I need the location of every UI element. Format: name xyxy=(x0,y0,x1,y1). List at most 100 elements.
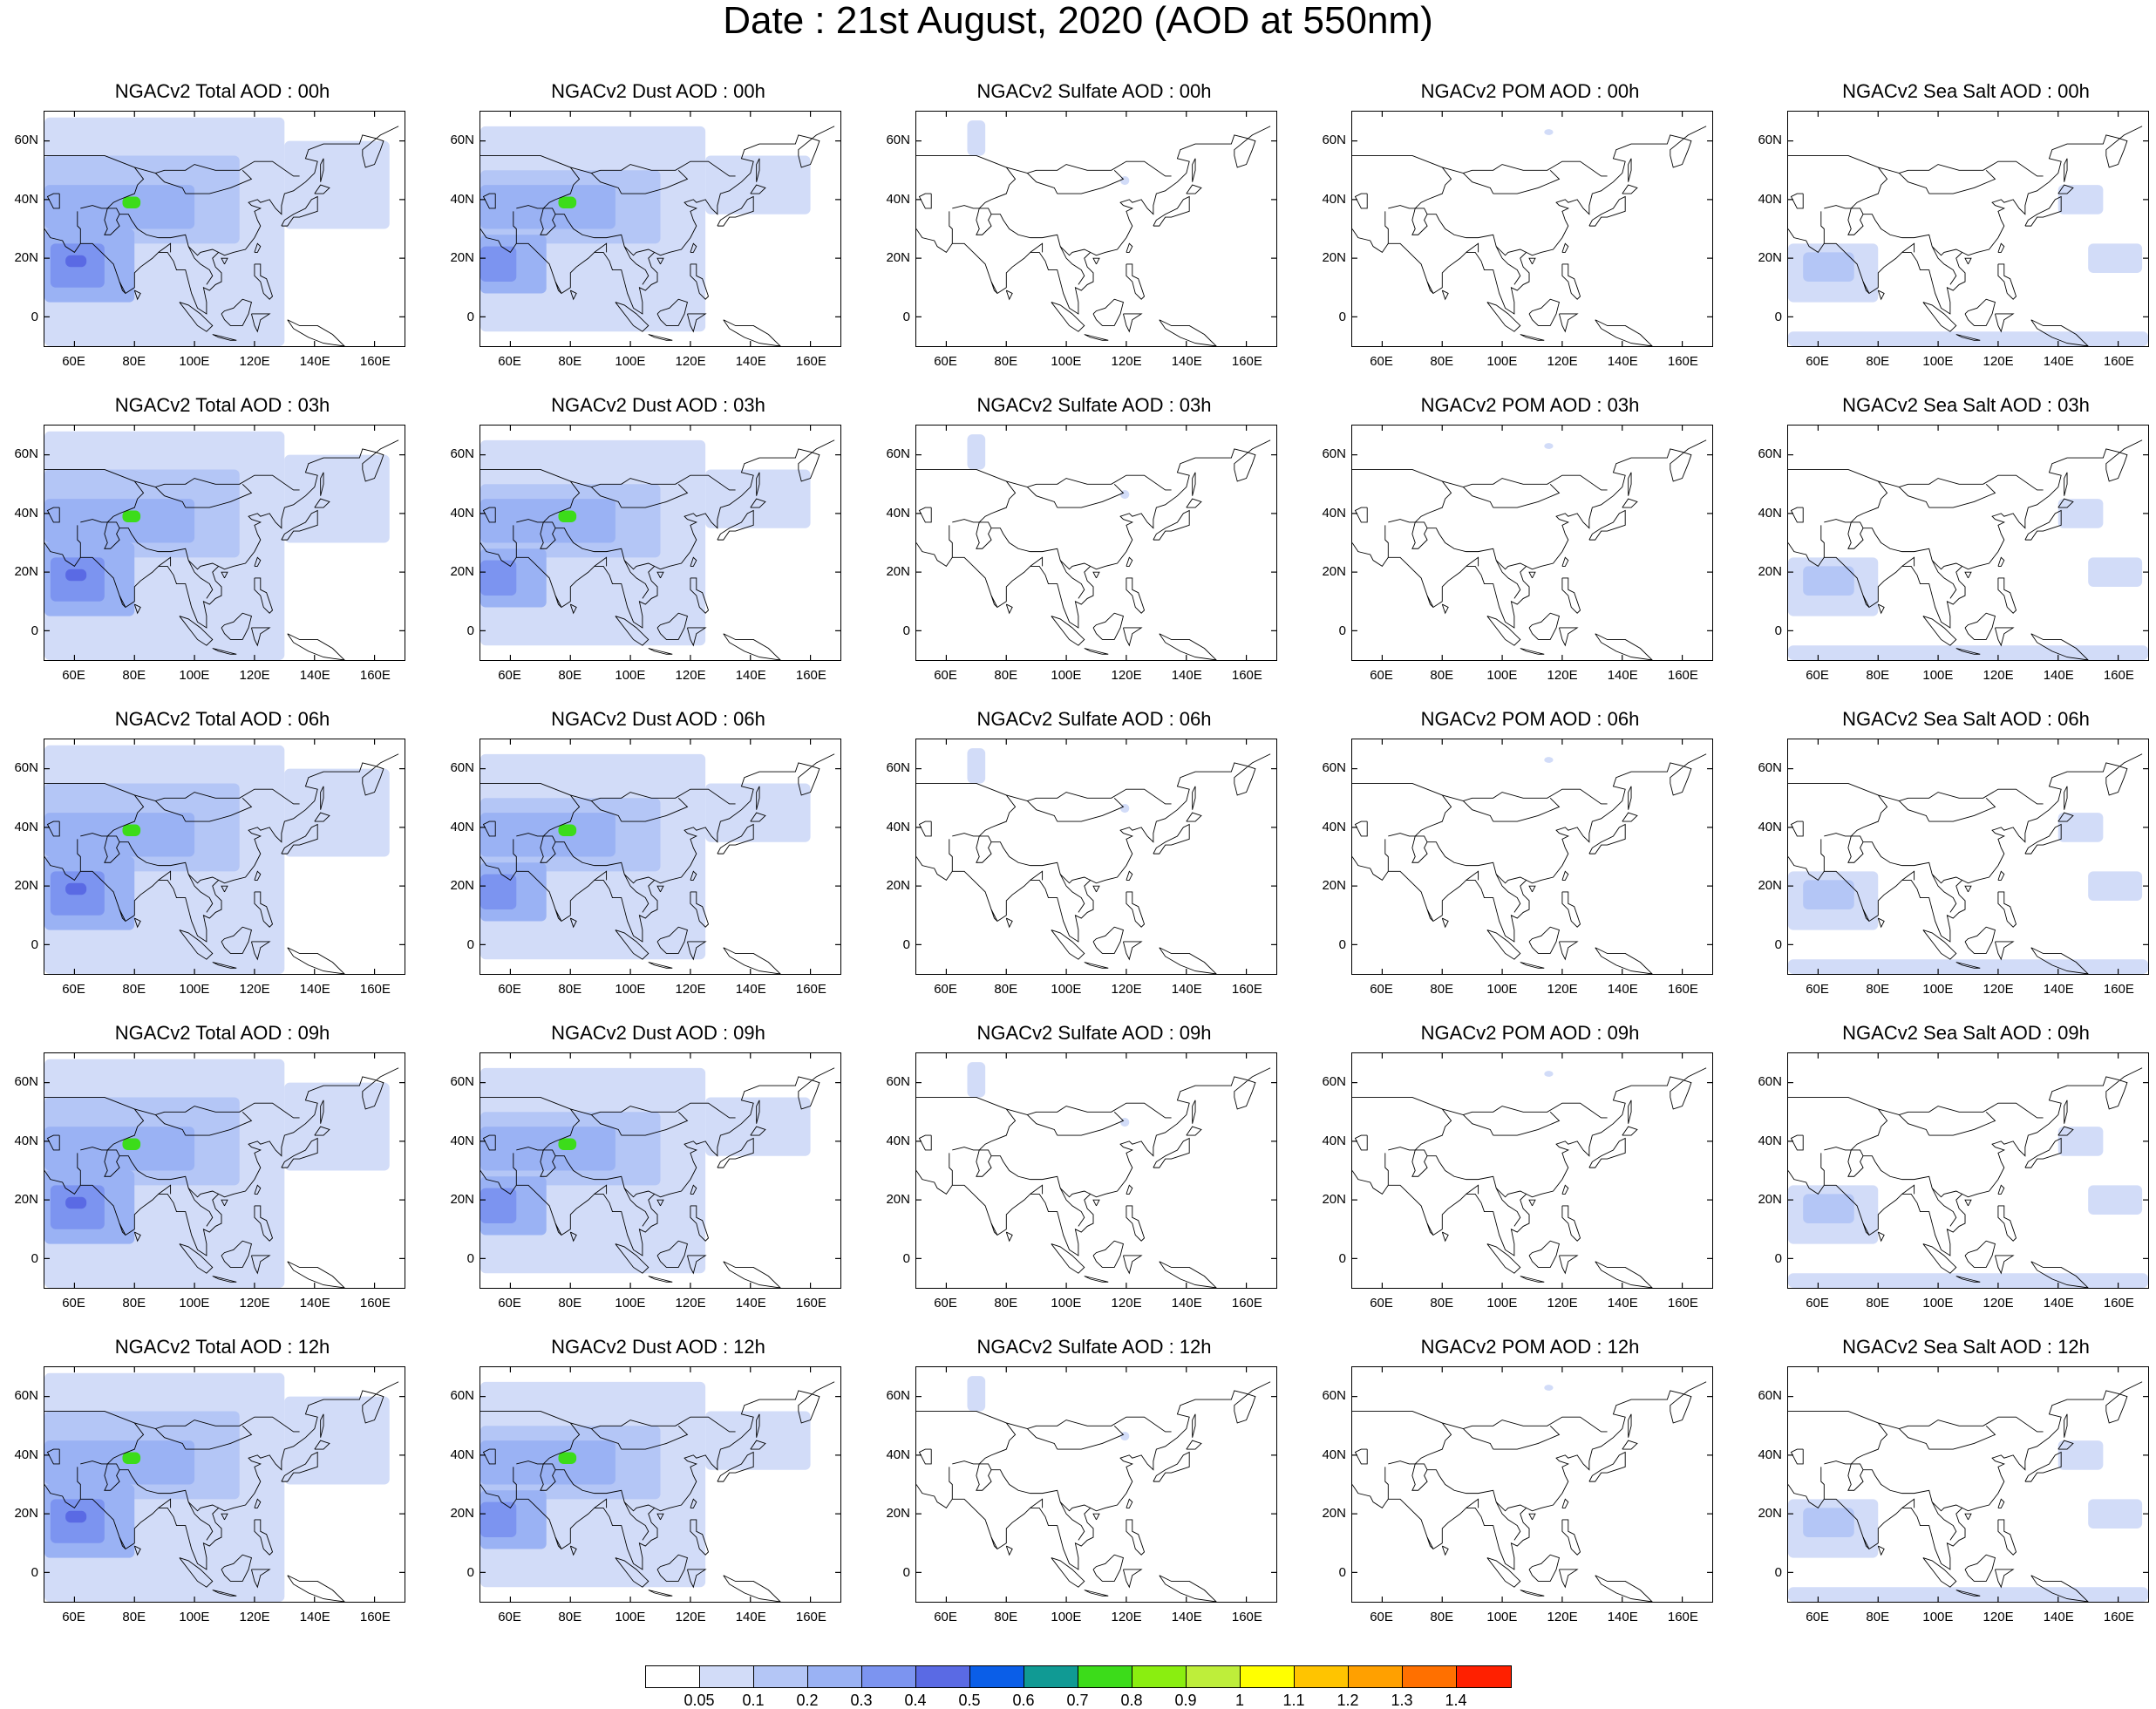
coastline xyxy=(756,158,760,182)
coastline xyxy=(978,480,1091,570)
aod-region xyxy=(284,140,390,229)
coastline xyxy=(1092,298,1124,326)
map-panel: NGACv2 Dust AOD : 12h 60N 40N 20N 0 60E 80E 100… xyxy=(436,1334,872,1624)
coastline xyxy=(1493,1111,1561,1136)
coastline xyxy=(554,1536,562,1549)
coastline xyxy=(978,1422,1091,1512)
coastline xyxy=(44,1096,300,1119)
lon-label: 120E xyxy=(1547,982,1578,997)
coastline xyxy=(158,242,172,253)
coastline xyxy=(591,487,622,508)
coastline xyxy=(690,242,697,253)
coastline xyxy=(133,1231,141,1243)
coastline xyxy=(287,633,345,660)
coastline xyxy=(1084,1276,1109,1283)
coastline xyxy=(1441,1545,1449,1556)
coastline xyxy=(1388,1460,1416,1465)
coastline xyxy=(133,289,141,301)
coastline xyxy=(1622,498,1638,508)
coastline xyxy=(1466,242,1479,253)
map-panel: NGACv2 Dust AOD : 00h 60N 40N 20N 0 60E 80E 100… xyxy=(436,78,872,369)
aod-region xyxy=(967,120,986,156)
coastline xyxy=(480,468,736,491)
lat-label: 0 xyxy=(1774,310,1782,325)
coastline xyxy=(1153,823,1190,854)
coastline xyxy=(119,909,126,922)
coastline xyxy=(1820,1153,1825,1186)
coastline xyxy=(1084,1590,1109,1597)
lat-label: 0 xyxy=(466,1565,474,1581)
panel-title: NGACv2 Dust AOD : 03h xyxy=(551,394,765,416)
map-panel: NGACv2 Sea Salt AOD : 09h 60N 40N 20N 0 60E 80… xyxy=(1744,1020,2156,1311)
panel-title: NGACv2 POM AOD : 03h xyxy=(1420,394,1640,416)
map-area xyxy=(915,111,1277,347)
coastline xyxy=(155,487,187,508)
coastline xyxy=(1561,263,1581,300)
coastline xyxy=(591,173,622,194)
coastline xyxy=(615,302,650,332)
colorbar-swatch xyxy=(807,1665,863,1688)
coastline xyxy=(648,1590,673,1597)
coastline xyxy=(1426,1536,1434,1549)
coastline xyxy=(1186,184,1202,194)
lat-label: 20N xyxy=(1758,250,1782,266)
coastline xyxy=(1352,753,1707,943)
lat-label: 20N xyxy=(450,878,474,894)
coastline xyxy=(690,891,710,928)
aod-map xyxy=(480,1053,840,1288)
lat-label: 0 xyxy=(31,1251,38,1267)
lon-label: 120E xyxy=(1983,354,2014,369)
lon-label: 120E xyxy=(239,982,270,997)
lon-label: 60E xyxy=(1370,668,1393,683)
panel-title: NGACv2 Total AOD : 00h xyxy=(114,80,330,102)
aod-map xyxy=(1352,426,1712,660)
map-area xyxy=(915,1366,1277,1603)
lat-label: 40N xyxy=(450,819,474,834)
coastline xyxy=(1411,521,1428,549)
lon-label: 140E xyxy=(1171,1296,1202,1311)
colorbar-label: 1.4 xyxy=(1445,1692,1467,1709)
lon-label: 120E xyxy=(675,1296,706,1311)
lon-label: 60E xyxy=(62,668,85,683)
lon-label: 80E xyxy=(122,1610,146,1624)
lon-label: 100E xyxy=(1051,354,1082,369)
coastline xyxy=(1997,1184,2005,1195)
lon-label: 120E xyxy=(1111,1610,1142,1624)
lat-label: 20N xyxy=(1758,878,1782,894)
coastline xyxy=(1995,1569,2015,1589)
map-panel: NGACv2 Total AOD : 00h 60N 40N 20N 0 60E 80E 10… xyxy=(0,78,436,369)
coastline xyxy=(569,289,577,301)
coastline xyxy=(1463,800,1494,822)
coastline xyxy=(569,917,577,929)
coastline xyxy=(1997,891,2017,928)
coastline xyxy=(1528,885,1536,893)
coastline xyxy=(1928,797,1996,822)
lon-label: 60E xyxy=(498,354,521,369)
coastline xyxy=(1901,870,1915,881)
aod-map xyxy=(1352,1367,1712,1602)
coastline xyxy=(77,1153,81,1186)
coastline xyxy=(1126,891,1146,928)
lon-label: 60E xyxy=(1370,354,1393,369)
lon-label: 80E xyxy=(122,982,146,997)
coastline xyxy=(1384,839,1389,872)
coastline xyxy=(44,126,399,315)
coastline xyxy=(918,193,932,209)
lon-label: 60E xyxy=(1370,1610,1393,1624)
coastline xyxy=(1059,1501,1085,1541)
coastline xyxy=(1528,298,1560,326)
coastline xyxy=(1030,870,1044,881)
coastline xyxy=(2030,947,2089,974)
coastline xyxy=(1352,1067,1707,1256)
coastline xyxy=(187,1501,214,1541)
coastline xyxy=(1931,874,1957,913)
coastline xyxy=(106,1108,219,1198)
aod-region xyxy=(2057,1127,2104,1156)
aod-map xyxy=(1352,739,1712,974)
lat-label: 20N xyxy=(886,250,910,266)
coastline xyxy=(687,941,707,961)
aod-map xyxy=(44,426,405,660)
panel-title: NGACv2 Dust AOD : 12h xyxy=(551,1336,765,1358)
lat-label: 40N xyxy=(1322,1447,1346,1462)
colorbar-label: 0.3 xyxy=(850,1692,873,1709)
